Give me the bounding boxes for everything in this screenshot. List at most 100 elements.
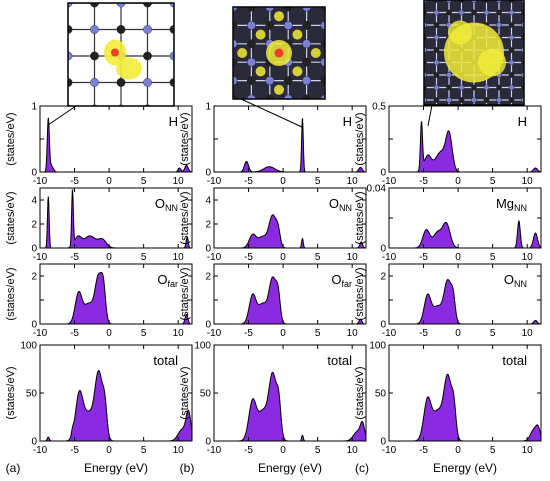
x-tick-label: 10 — [522, 252, 534, 263]
y-tick-label: 1 — [31, 102, 37, 113]
x-tick-label: 0 — [106, 252, 112, 263]
oxygen-atom — [496, 22, 502, 28]
oxygen-atom — [90, 25, 99, 34]
y-axis-title: (states/eV) — [354, 366, 366, 419]
y-tick-label: 2 — [205, 272, 211, 283]
panel-label-main: total — [327, 353, 352, 368]
magnesium-atom — [446, 9, 452, 16]
y-axis-title: (states/eV) — [179, 366, 191, 419]
dos-area-1-2 — [214, 276, 366, 324]
x-tick-label: 5 — [490, 176, 496, 187]
dos-area-2-3 — [389, 374, 541, 441]
magnesium-atom — [458, 97, 465, 103]
y-tick-label: 4 — [205, 196, 211, 207]
magnesium-atom — [116, 78, 126, 87]
dos-panel-2-0: -10 -5 0 5 10 0 0.5 H (states/eV) — [354, 102, 542, 187]
plot-frame — [213, 263, 367, 325]
panel-label-main: O — [329, 196, 339, 211]
x-tick-label: -5 — [244, 328, 253, 339]
oxygen-atom — [246, 57, 256, 67]
x-axis-title: Energy (eV) — [84, 461, 148, 475]
y-tick-label: 50 — [375, 389, 387, 400]
x-tick-label: 5 — [315, 328, 321, 339]
oxygen-atom — [283, 21, 293, 30]
dos-area-0-2 — [40, 272, 192, 324]
oxygen-atom — [483, 9, 490, 16]
structure-insets — [47, 0, 525, 128]
magnesium-atom — [302, 94, 311, 99]
oxygen-atom — [68, 3, 73, 8]
inset-frame — [232, 6, 326, 100]
magnesium-atom — [68, 78, 73, 87]
magnesium-atom — [508, 72, 515, 78]
magnesium-atom — [433, 72, 440, 78]
y-tick-label: 0 — [380, 244, 386, 255]
oxygen-atom — [247, 94, 256, 99]
x-tick-label: 10 — [522, 176, 534, 187]
x-tick-label: 5 — [141, 252, 147, 263]
x-tick-label: 5 — [141, 176, 147, 187]
panel-label-main: Mg — [496, 196, 514, 211]
y-tick-label: 2 — [31, 272, 37, 283]
y-tick-label: 0 — [31, 320, 37, 331]
panel-label-sub: NN — [165, 203, 178, 213]
charge-density-lobe — [310, 48, 321, 58]
magnesium-atom — [246, 39, 256, 49]
x-tick-label: 5 — [490, 445, 496, 456]
structure-inset-1 — [232, 6, 326, 128]
panel-label-main: O — [155, 196, 165, 211]
oxygen-atom — [265, 76, 275, 86]
magnesium-atom — [265, 21, 275, 30]
panel-label: total — [502, 353, 527, 368]
x-tick-label: 0 — [455, 176, 461, 187]
magnesium-atom — [68, 25, 73, 34]
panel-label-sub: far — [167, 279, 178, 289]
x-tick-label: 10 — [347, 176, 359, 187]
dos-panel-2-2: -10 -5 0 5 10 0 2 ONN (states/eV) — [354, 263, 542, 339]
panel-label: H — [518, 114, 527, 129]
x-tick-label: 0 — [455, 328, 461, 339]
magnesium-atom — [433, 47, 440, 53]
dos-curve-0-3 — [40, 370, 193, 442]
x-tick-label: -5 — [244, 252, 253, 263]
panel-label-main: H — [169, 114, 178, 129]
panel-label-main: H — [518, 114, 527, 129]
structure-inset-2 — [423, 0, 525, 127]
x-tick-label: 10 — [173, 328, 185, 339]
x-tick-label: -10 — [207, 252, 222, 263]
oxygen-atom — [471, 97, 477, 103]
magnesium-atom — [508, 22, 515, 28]
oxygen-atom — [143, 78, 152, 87]
panel-letter: (a) — [6, 461, 21, 475]
magnesium-atom — [496, 84, 502, 91]
oxygen-atom — [433, 59, 440, 66]
plot-frame — [213, 187, 367, 249]
y-axis-title: (states/eV) — [354, 191, 366, 244]
oxygen-atom — [458, 84, 465, 91]
oxygen-atom — [433, 84, 440, 91]
oxygen-atom — [265, 7, 275, 12]
y-tick-label: 0.04 — [367, 184, 387, 195]
panel-label-main: O — [157, 272, 167, 287]
oxygen-atom — [169, 3, 174, 8]
x-tick-label: -10 — [382, 445, 397, 456]
panel-label-main: H — [343, 114, 352, 129]
x-tick-label: -10 — [207, 176, 222, 187]
x-tick-label: 10 — [173, 445, 185, 456]
y-tick-label: 0 — [205, 244, 211, 255]
oxygen-atom — [90, 78, 99, 87]
inset-pointer — [427, 104, 433, 127]
panel-label: ONN — [329, 196, 352, 213]
dos-curve-0-1 — [40, 189, 192, 249]
x-tick-label: 0 — [106, 176, 112, 187]
y-axis-title: (states/eV) — [354, 112, 366, 165]
charge-density-lobe — [255, 66, 266, 77]
dos-curve-1-1 — [214, 214, 367, 249]
y-tick-label: 4 — [31, 196, 37, 207]
x-tick-label: -5 — [70, 328, 79, 339]
magnesium-atom — [483, 97, 490, 103]
y-axis-title: (states/eV) — [5, 366, 17, 419]
oxygen-atom — [169, 51, 174, 61]
